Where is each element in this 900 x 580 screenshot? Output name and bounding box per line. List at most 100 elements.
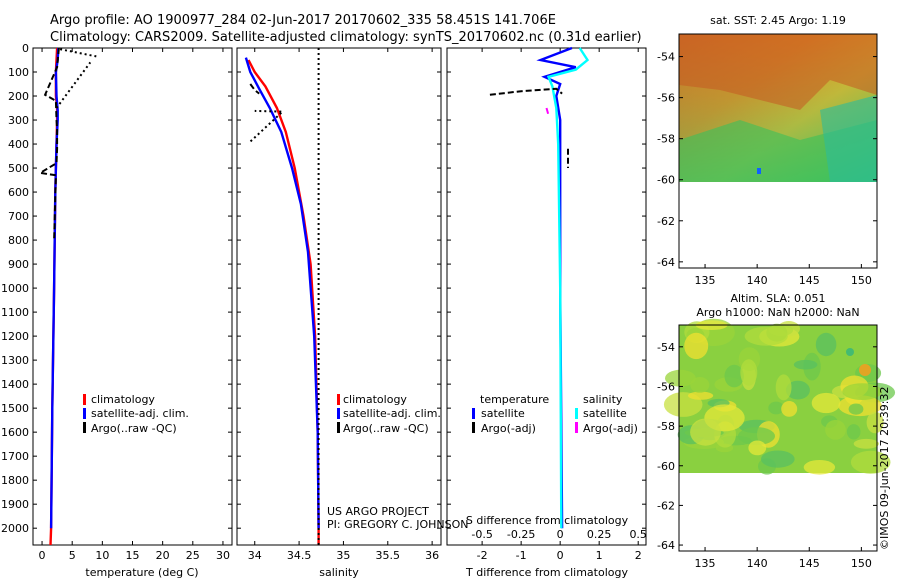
reference-line [59,48,97,58]
difference-depth-ticks [447,47,646,529]
s-diff-tick-label: 0.25 [587,528,612,541]
lon-tick-label: 140 [747,557,768,570]
x-tick-label: 0 [39,549,46,562]
temperature-legend: climatology satellite-adj. clim. Argo(..… [83,393,189,435]
legend-label-satellite-adj: satellite-adj. clim. [91,407,189,420]
header-line-1: Argo profile: AO 1900977_284 02-Jun-2017… [50,13,556,28]
legend-swatch-climatology [337,394,340,405]
depth-tick-label: 1500 [1,402,29,415]
sla-map-frame [678,324,878,552]
salinity-axes-frame [236,47,442,546]
s-diff-tick-label: -0.5 [471,528,492,541]
sst-heatmap [679,34,877,182]
s-difference-axis: -0.5 -0.25 0 0.25 0.5 [471,528,647,541]
sla-map-subtitle: Argo h1000: NaN h2000: NaN [696,306,859,319]
legend-label-satellite-adj: satellite-adj. clim. [343,407,441,420]
salinity-depth-ticks [237,47,441,529]
x-tick-label: -1 [516,549,527,562]
legend-label-climatology: climatology [91,393,155,406]
lat-tick-label: -64 [657,539,675,552]
legend-label-argo: Argo(..raw -QC) [343,422,429,435]
x-tick-label: 1 [596,549,603,562]
sst-map-panel: sat. SST: 2.45 Argo: 1.19 -54 -56 -58 -60 -6… [657,14,878,287]
x-tick-label: 20 [156,549,170,562]
lat-tick-label: -54 [657,51,675,64]
climatology-line [247,59,320,545]
lat-tick-label: -58 [657,133,675,146]
x-tick-label: 15 [126,549,140,562]
salinity-xlabel: salinity [319,566,359,579]
x-tick-label: 36 [425,549,439,562]
project-annotation: US ARGO PROJECT [327,505,429,518]
depth-tick-label: 1600 [1,426,29,439]
legend-label-t-argo: Argo(-adj) [481,422,536,435]
satellite-line [536,46,577,529]
depth-tick-label: 300 [8,114,29,127]
s-diff-tick-label: 0 [557,528,564,541]
temperature-axes-frame [32,47,233,546]
x-tick-label: 35 [336,549,350,562]
x-tick-label: 0 [557,549,564,562]
lon-tick-label: 135 [695,274,716,287]
reference-line [249,112,282,143]
s-diff-tick-label: 0.5 [629,528,647,541]
lon-tick-label: 135 [695,557,716,570]
legend-label-argo: Argo(..raw -QC) [91,422,177,435]
x-tick-label: 35.5 [376,549,401,562]
sla-map-title: Altim. SLA: 0.051 [730,292,825,305]
depth-tick-label: 600 [8,186,29,199]
lon-tick-label: 150 [851,274,872,287]
lat-tick-label: -62 [657,499,675,512]
depth-tick-label: 1100 [1,306,29,319]
depth-tick-label: 1000 [1,282,29,295]
depth-tick-label: 800 [8,234,29,247]
lat-tick-label: -64 [657,256,675,269]
legend-title-salinity: salinity [583,393,623,406]
depth-tick-label: 1700 [1,450,29,463]
satellite-adj-clim--line [244,57,320,529]
argo-adj--line [489,87,563,96]
s-diff-tick-label: -0.25 [507,528,535,541]
sst-map-frame [678,33,878,269]
salinity-legend: climatology satellite-adj. clim. Argo(..… [337,393,441,435]
lon-tick-label: 150 [851,557,872,570]
temperature-series [37,47,97,546]
legend-swatch-satellite-adj [83,408,86,419]
depth-tick-label: 1900 [1,498,29,511]
header-line-2: Climatology: CARS2009. Satellite-adjuste… [50,30,642,45]
x-tick-label: 2 [635,549,642,562]
lat-tick-label: -54 [657,341,675,354]
legend-label-climatology: climatology [343,393,407,406]
pi-annotation: PI: GREGORY C. JOHNSON [327,518,468,531]
depth-tick-label: 1800 [1,474,29,487]
difference-series [489,46,590,529]
legend-title-temperature: temperature [480,393,549,406]
legend-swatch-climatology [83,394,86,405]
difference-x-axis: -2 -1 0 1 2 [477,48,642,562]
lat-tick-label: -58 [657,420,675,433]
argo-adj--line [545,107,550,116]
legend-swatch-argo [337,422,340,433]
argo-raw-qc--line [249,83,260,95]
x-tick-label: 30 [216,549,230,562]
credit-text: ©IMOS 09-Jun-2017 20:39:32 [878,386,891,550]
legend-swatch-argo [83,422,86,433]
difference-legend: temperature salinity satellite Argo(-adj… [472,393,638,435]
lat-tick-label: -62 [657,215,675,228]
temperature-xlabel: temperature (deg C) [85,566,198,579]
depth-tick-label: 100 [8,66,29,79]
x-tick-label: -2 [477,549,488,562]
x-tick-label: 5 [69,549,76,562]
reference-line [55,61,92,109]
lon-tick-label: 145 [799,274,820,287]
depth-axis: 0 100 200 300 400 500 600 700 800 900 1000 1100 1200… [1,42,232,535]
sla-heatmap [663,318,896,475]
lon-tick-label: 140 [747,274,768,287]
depth-tick-label: 900 [8,258,29,271]
x-tick-label: 10 [95,549,109,562]
sla-map-axes: -54 -56 -58 -60 -62 -64 135 140 145 150 [657,341,877,570]
salinity-panel: 34 34.5 35 35.5 36 salinity climatology sate… [236,47,468,579]
depth-tick-label: 400 [8,138,29,151]
depth-tick-label: 200 [8,90,29,103]
